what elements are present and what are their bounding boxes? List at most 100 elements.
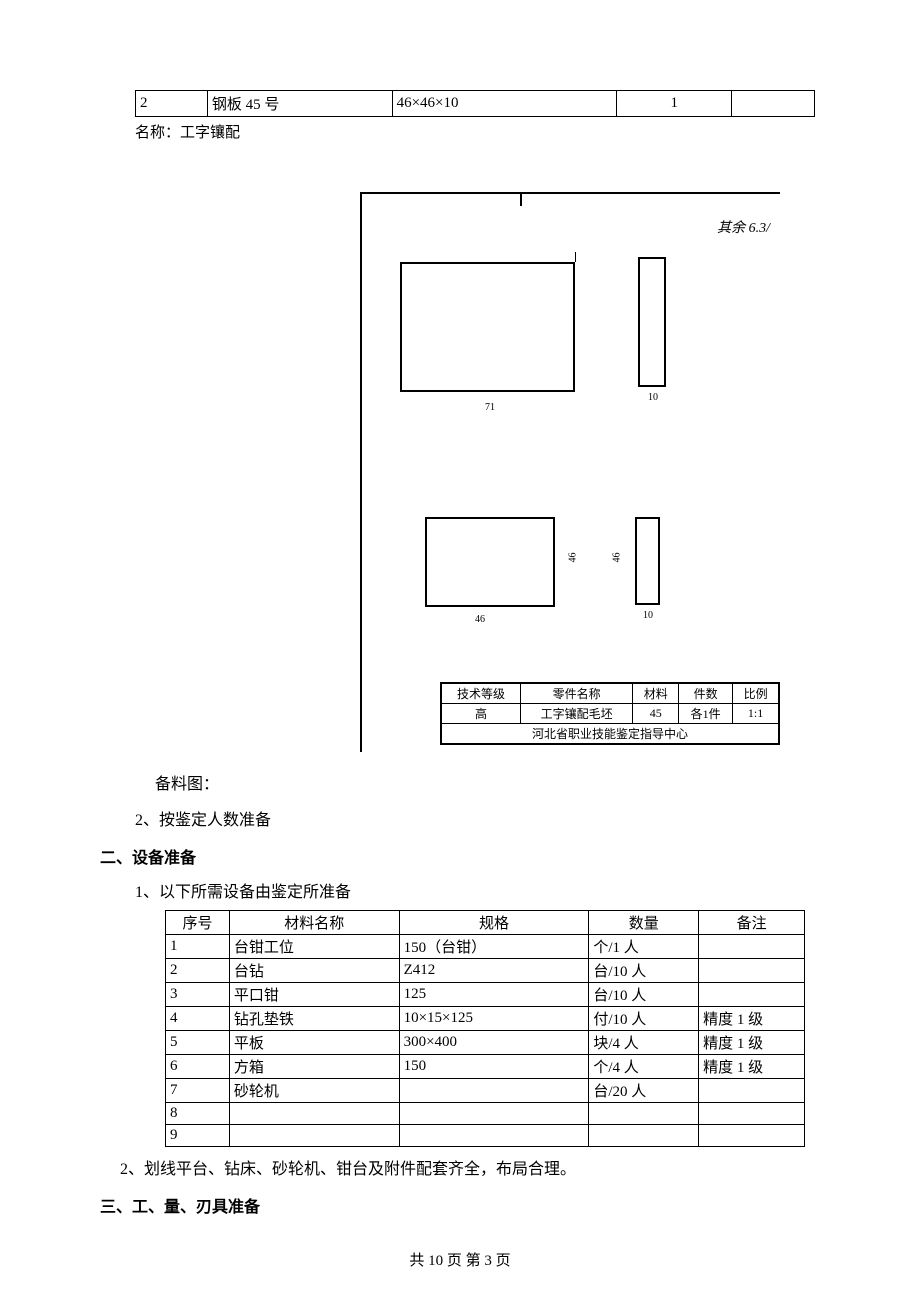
col-qty: 数量 <box>589 911 699 935</box>
table-cell <box>229 1103 399 1125</box>
tb-d1: 高 <box>442 704 521 724</box>
table-cell: 砂轮机 <box>229 1079 399 1103</box>
top-material-table: 2 钢板 45 号 46×46×10 1 <box>135 90 815 117</box>
part-outline-2 <box>638 257 666 387</box>
table-cell: 150 <box>399 1055 589 1079</box>
table-row: 4钻孔垫铁10×15×125付/10 人精度 1 级 <box>166 1007 805 1031</box>
table-cell <box>399 1125 589 1147</box>
table-cell: 台/20 人 <box>589 1079 699 1103</box>
table-row: 3平口钳125台/10 人 <box>166 983 805 1007</box>
table-cell: Z412 <box>399 959 589 983</box>
title-block-footer-row: 河北省职业技能鉴定指导中心 <box>442 724 779 744</box>
tb-h3: 材料 <box>633 684 679 704</box>
tb-h2: 零件名称 <box>521 684 633 704</box>
table-row: 2 钢板 45 号 46×46×10 1 <box>136 91 815 117</box>
roughness-label: 其余 6.3/ <box>717 217 770 237</box>
table-cell <box>399 1079 589 1103</box>
table-cell: 1 <box>166 935 230 959</box>
table-cell: 7 <box>166 1079 230 1103</box>
title-block-data-row: 高 工字镶配毛坯 45 各1件 1:1 <box>442 704 779 724</box>
table-cell: 个/1 人 <box>589 935 699 959</box>
table-cell: 块/4 人 <box>589 1031 699 1055</box>
table-cell <box>589 1103 699 1125</box>
table-cell: 4 <box>166 1007 230 1031</box>
table-cell: 精度 1 级 <box>699 1055 805 1079</box>
table-cell <box>229 1125 399 1147</box>
table-cell: 台钻 <box>229 959 399 983</box>
table-cell <box>399 1103 589 1125</box>
part-outline-1 <box>400 262 575 392</box>
cell-material: 钢板 45 号 <box>207 91 392 117</box>
tick-mark <box>575 252 576 262</box>
table-header-row: 序号 材料名称 规格 数量 备注 <box>166 911 805 935</box>
col-name: 材料名称 <box>229 911 399 935</box>
tb-h1: 技术等级 <box>442 684 521 704</box>
table-cell <box>699 1079 805 1103</box>
title-block-header-row: 技术等级 零件名称 材料 件数 比例 <box>442 684 779 704</box>
table-cell: 平口钳 <box>229 983 399 1007</box>
tb-footer: 河北省职业技能鉴定指导中心 <box>442 724 779 744</box>
table-cell: 平板 <box>229 1031 399 1055</box>
tb-d5: 1:1 <box>733 704 779 724</box>
table-cell: 台钳工位 <box>229 935 399 959</box>
dimension-label: 10 <box>648 392 658 403</box>
frame-line <box>360 192 362 752</box>
table-cell: 方箱 <box>229 1055 399 1079</box>
table-cell <box>699 1125 805 1147</box>
equipment-table: 序号 材料名称 规格 数量 备注 1台钳工位150（台钳）个/1 人2台钻Z41… <box>165 910 805 1147</box>
tb-d2: 工字镶配毛坯 <box>521 704 633 724</box>
tb-d3: 45 <box>633 704 679 724</box>
table-cell: 3 <box>166 983 230 1007</box>
table-cell <box>589 1125 699 1147</box>
prepare-by-count: 2、按鉴定人数准备 <box>135 806 820 830</box>
table-cell: 台/10 人 <box>589 959 699 983</box>
page-footer: 共 10 页 第 3 页 <box>0 1249 920 1270</box>
section-2-heading: 二、设备准备 <box>100 844 820 868</box>
table-cell: 6 <box>166 1055 230 1079</box>
part-outline-4 <box>635 517 660 605</box>
table-cell: 精度 1 级 <box>699 1031 805 1055</box>
table-cell: 125 <box>399 983 589 1007</box>
dimension-label: 46 <box>568 553 579 563</box>
table-row: 9 <box>166 1125 805 1147</box>
beiliao-label: 备料图： <box>155 770 820 794</box>
table-cell: 个/4 人 <box>589 1055 699 1079</box>
dimension-label: 71 <box>485 402 495 413</box>
cell-spec: 46×46×10 <box>392 91 617 117</box>
table-cell: 10×15×125 <box>399 1007 589 1031</box>
technical-drawing: 其余 6.3/ 71 10 46 46 46 10 技术等级 零件名称 材料 件… <box>360 192 780 752</box>
table-cell <box>699 959 805 983</box>
table-row: 8 <box>166 1103 805 1125</box>
equip-summary: 2、划线平台、钻床、砂轮机、钳台及附件配套齐全，布局合理。 <box>120 1155 820 1179</box>
frame-line <box>360 192 780 194</box>
title-block: 技术等级 零件名称 材料 件数 比例 高 工字镶配毛坯 45 各1件 1:1 河… <box>440 682 780 745</box>
table-row: 1台钳工位150（台钳）个/1 人 <box>166 935 805 959</box>
equip-intro: 1、以下所需设备由鉴定所准备 <box>135 878 820 902</box>
table-cell: 台/10 人 <box>589 983 699 1007</box>
dimension-label: 46 <box>475 614 485 625</box>
table-cell <box>699 935 805 959</box>
table-row: 6方箱150个/4 人精度 1 级 <box>166 1055 805 1079</box>
cell-seq: 2 <box>136 91 208 117</box>
col-seq: 序号 <box>166 911 230 935</box>
table-cell: 8 <box>166 1103 230 1125</box>
table-row: 2台钻Z412台/10 人 <box>166 959 805 983</box>
part-outline-3 <box>425 517 555 607</box>
table-cell: 300×400 <box>399 1031 589 1055</box>
table-cell: 5 <box>166 1031 230 1055</box>
tb-d4: 各1件 <box>679 704 733 724</box>
table-cell: 精度 1 级 <box>699 1007 805 1031</box>
table-cell: 钻孔垫铁 <box>229 1007 399 1031</box>
tb-h5: 比例 <box>733 684 779 704</box>
cell-qty: 1 <box>617 91 732 117</box>
table-cell <box>699 983 805 1007</box>
table-cell: 2 <box>166 959 230 983</box>
dimension-label: 46 <box>612 553 623 563</box>
table-cell: 付/10 人 <box>589 1007 699 1031</box>
frame-line <box>520 192 522 206</box>
dimension-label: 10 <box>643 610 653 621</box>
table-cell <box>699 1103 805 1125</box>
table-cell: 9 <box>166 1125 230 1147</box>
table-row: 7砂轮机 台/20 人 <box>166 1079 805 1103</box>
cell-note <box>732 91 815 117</box>
